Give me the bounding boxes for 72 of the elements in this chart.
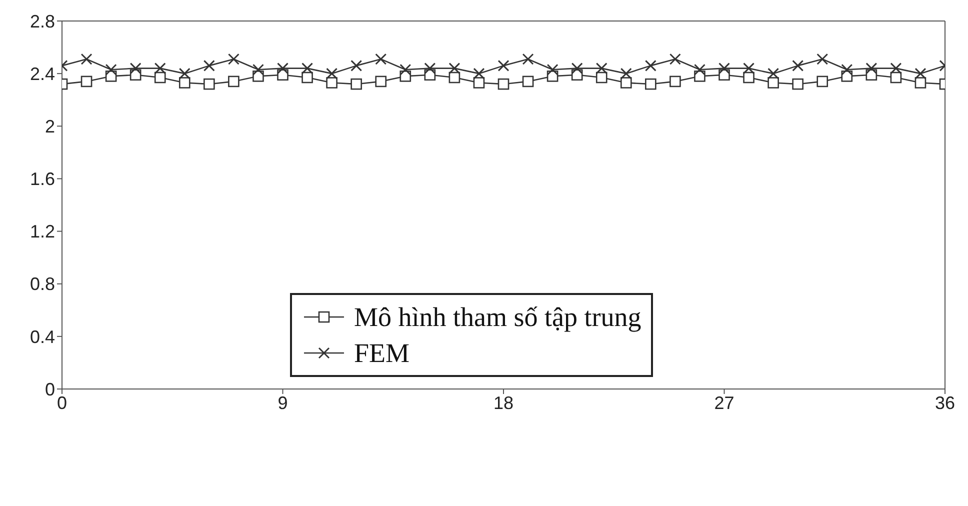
point xyxy=(841,64,853,76)
point xyxy=(694,64,706,76)
point xyxy=(448,62,460,74)
point xyxy=(768,68,780,80)
point xyxy=(400,64,412,76)
point xyxy=(302,62,314,74)
y-tick-label: 2.8 xyxy=(30,11,55,32)
point xyxy=(473,68,485,80)
point xyxy=(792,60,804,72)
point xyxy=(375,53,387,65)
legend-label: Mô hình tham số tập trung xyxy=(354,302,642,332)
point xyxy=(792,78,804,90)
y-tick-label: 1.2 xyxy=(30,222,55,242)
point xyxy=(645,78,656,90)
point xyxy=(743,62,755,74)
point xyxy=(644,60,656,72)
point xyxy=(424,62,436,74)
point xyxy=(866,62,878,74)
point xyxy=(154,72,166,84)
point xyxy=(105,64,117,76)
point xyxy=(252,64,264,76)
point xyxy=(816,53,828,65)
point xyxy=(350,78,362,90)
point xyxy=(890,62,902,74)
point xyxy=(596,72,608,84)
point xyxy=(302,72,313,84)
point xyxy=(350,60,362,72)
point xyxy=(914,77,926,88)
x-tick-label: 9 xyxy=(278,392,288,413)
point xyxy=(914,68,926,80)
point xyxy=(620,68,632,80)
x-tick-label: 36 xyxy=(934,392,956,413)
point xyxy=(326,77,338,88)
point xyxy=(596,62,608,74)
point xyxy=(498,60,510,72)
point xyxy=(277,62,288,74)
point xyxy=(228,76,240,88)
point xyxy=(228,53,240,65)
point xyxy=(546,64,558,76)
point xyxy=(670,76,681,88)
y-tick-label: 0.8 xyxy=(30,274,55,294)
point xyxy=(620,77,632,88)
point xyxy=(448,72,460,84)
point xyxy=(203,60,215,72)
y-tick-label: 0.4 xyxy=(30,326,55,347)
point xyxy=(816,76,828,88)
x-tick-label: 27 xyxy=(714,392,734,413)
point xyxy=(669,53,681,65)
point xyxy=(718,62,730,74)
point xyxy=(890,72,902,84)
legend-label: FEM xyxy=(354,338,410,368)
point xyxy=(326,68,338,80)
y-tick-label: 2.4 xyxy=(30,64,55,84)
y-tick-label: 2 xyxy=(44,116,55,137)
point xyxy=(80,76,92,88)
point xyxy=(498,78,510,90)
y-tick-label: 1.6 xyxy=(30,169,55,190)
point xyxy=(130,62,142,74)
point xyxy=(80,53,92,65)
point xyxy=(743,72,754,84)
x-tick-label: 18 xyxy=(493,392,514,413)
point xyxy=(473,77,485,88)
y-tick-label: 0 xyxy=(44,379,55,400)
point xyxy=(204,78,215,90)
point xyxy=(522,76,534,88)
point xyxy=(571,62,583,74)
point xyxy=(154,62,166,74)
point xyxy=(768,77,779,88)
point xyxy=(178,68,190,80)
point xyxy=(375,76,387,88)
point xyxy=(178,77,190,88)
point xyxy=(522,53,534,65)
